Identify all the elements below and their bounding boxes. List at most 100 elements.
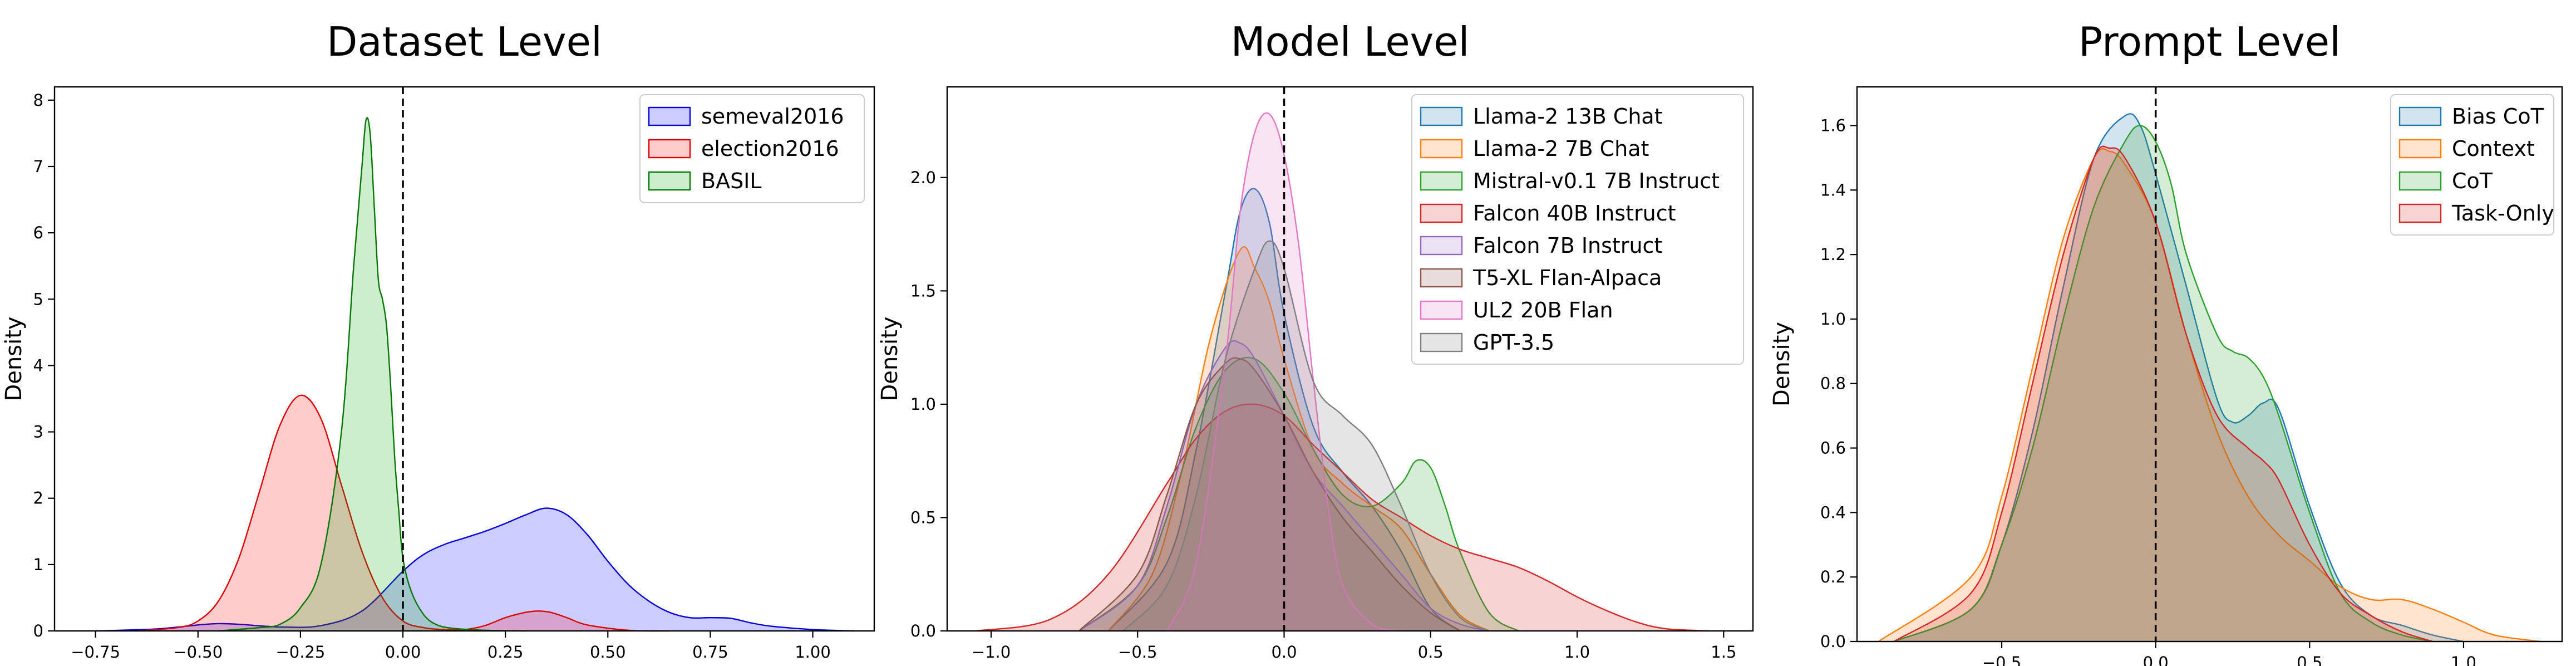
y-tick-label: 1.6 xyxy=(1820,116,1846,135)
y-tick-label: 5 xyxy=(33,290,43,308)
density-line-gpt-3-5 xyxy=(1122,240,1490,632)
y-axis-label: Density xyxy=(1769,322,1795,407)
density-area-llama-2-7b-chat xyxy=(1108,247,1490,631)
density-line-semeval2016 xyxy=(95,507,854,632)
x-tick-label: −0.5 xyxy=(1118,643,1157,662)
legend-box xyxy=(1411,94,1744,365)
y-tick-label: 0.8 xyxy=(1820,374,1846,393)
x-tick-label: 1.00 xyxy=(795,643,831,662)
legend-label: Llama-2 7B Chat xyxy=(1473,136,1649,161)
y-tick-label: 0 xyxy=(33,621,43,640)
y-tick-label: 8 xyxy=(33,91,43,110)
y-tick-label: 0.4 xyxy=(1820,503,1846,522)
chart-title: Prompt Level xyxy=(2078,18,2341,65)
legend-label: Falcon 7B Instruct xyxy=(1473,233,1662,258)
density-line-election2016 xyxy=(136,394,669,632)
y-tick-label: 6 xyxy=(33,223,43,242)
density-line-falcon-40b-instruct xyxy=(976,403,1710,632)
y-tick-label: 1.5 xyxy=(910,281,936,300)
chart-panel-2: Model Level Density −1.0 −0.5 0.0 0.5 1.0 1.5 0.… xyxy=(877,18,1754,662)
y-axis-label: Density xyxy=(877,316,903,401)
y-tick-label: 0.2 xyxy=(1820,567,1846,586)
y-tick-label: 4 xyxy=(33,356,43,375)
legend-swatch xyxy=(1420,268,1463,288)
x-tick-label: 0.0 xyxy=(1271,643,1297,662)
legend-label: Falcon 40B Instruct xyxy=(1473,201,1676,226)
legend-swatch xyxy=(648,106,691,126)
legend-swatch xyxy=(1420,332,1463,352)
density-line-bias-cot xyxy=(1893,113,2464,643)
y-axis-label: Density xyxy=(1,316,27,401)
legend-swatch xyxy=(1420,203,1463,223)
density-line-llama-2-13b-chat xyxy=(1107,188,1461,631)
x-tick-label: −0.5 xyxy=(1982,653,2021,666)
legend-label: Task-Only xyxy=(2451,201,2554,226)
axes-frame xyxy=(1856,86,2563,643)
legend-swatch xyxy=(2398,203,2442,223)
chart-title: Dataset Level xyxy=(327,18,602,65)
density-area-election2016 xyxy=(136,395,669,631)
density-area-t5-xl-flan-alpaca xyxy=(1078,358,1460,631)
density-line-task-only xyxy=(1893,145,2433,643)
density-area-basil xyxy=(218,117,526,631)
legend-swatch xyxy=(1420,106,1463,126)
x-tick-label: 0.25 xyxy=(487,643,524,662)
y-tick-label: 1.2 xyxy=(1820,245,1846,264)
density-area-task-only xyxy=(1894,146,2433,641)
legend: Bias CoT Context CoT Task-Only xyxy=(2390,94,2554,236)
legend-label: UL2 20B Flan xyxy=(1473,298,1613,322)
legend-label: BASIL xyxy=(701,169,762,193)
density-area-cot xyxy=(1894,125,2433,641)
y-tick-label: 1.0 xyxy=(910,395,936,414)
density-line-t5-xl-flan-alpaca xyxy=(1078,357,1461,632)
y-tick-label: 1 xyxy=(33,555,43,574)
x-tick-label: 0.0 xyxy=(2143,653,2169,666)
x-tick-label: −0.25 xyxy=(275,643,325,662)
y-tick-label: 2.0 xyxy=(910,168,936,187)
x-tick-label: −0.75 xyxy=(71,643,120,662)
density-line-falcon-7b-instruct xyxy=(1078,340,1490,632)
chart-title: Model Level xyxy=(1230,18,1469,65)
density-line-cot xyxy=(1893,125,2433,643)
y-tick-label: 0.5 xyxy=(910,508,936,527)
x-tick-label: 0.00 xyxy=(385,643,421,662)
legend-label: Mistral-v0.1 7B Instruct xyxy=(1473,169,1720,193)
y-tick-label: 0.0 xyxy=(910,621,936,640)
chart-panel-3: Prompt Level Density −0.5 0.0 0.5 1.0 0.0 0.2 0.… xyxy=(1769,18,2563,666)
density-area-mistral-v0-1-7b-instruct xyxy=(1078,357,1519,631)
density-area-semeval2016 xyxy=(95,508,854,631)
y-tick-label: 0.6 xyxy=(1820,439,1846,458)
density-area-context xyxy=(1878,149,2541,641)
x-tick-label: 1.0 xyxy=(1564,643,1590,662)
x-tick-label: −1.0 xyxy=(972,643,1011,662)
y-tick-label: 3 xyxy=(33,423,43,442)
legend-label: CoT xyxy=(2452,169,2493,193)
y-tick-label: 7 xyxy=(33,157,43,176)
legend-box xyxy=(2390,94,2554,236)
x-tick-label: 1.0 xyxy=(2451,653,2476,666)
y-tick-label: 1.4 xyxy=(1820,180,1846,199)
density-area-bias-cot xyxy=(1894,114,2464,642)
legend: semeval2016 election2016 BASIL xyxy=(639,94,865,203)
x-tick-label: 1.5 xyxy=(1711,643,1736,662)
legend-label: election2016 xyxy=(701,136,839,161)
legend-label: GPT-3.5 xyxy=(1473,330,1554,355)
legend-label: Context xyxy=(2452,136,2535,161)
x-tick-label: 0.5 xyxy=(1418,643,1444,662)
legend-swatch xyxy=(2398,171,2442,191)
legend-label: T5-XL Flan-Alpaca xyxy=(1472,266,1662,290)
x-tick-label: 0.50 xyxy=(590,643,626,662)
x-tick-label: 0.75 xyxy=(692,643,728,662)
legend-swatch xyxy=(1420,236,1463,256)
y-tick-label: 0.0 xyxy=(1820,632,1846,651)
legend-box xyxy=(639,94,865,203)
x-tick-label: −0.50 xyxy=(173,643,223,662)
legend-swatch xyxy=(1420,139,1463,159)
legend: Llama-2 13B Chat Llama-2 7B Chat Mistral-v… xyxy=(1411,94,1744,365)
legend-swatch xyxy=(648,139,691,159)
density-line-basil xyxy=(218,117,526,632)
x-tick-label: 0.5 xyxy=(2297,653,2322,666)
legend-label: Llama-2 13B Chat xyxy=(1473,104,1663,129)
legend-label: Bias CoT xyxy=(2452,104,2544,129)
